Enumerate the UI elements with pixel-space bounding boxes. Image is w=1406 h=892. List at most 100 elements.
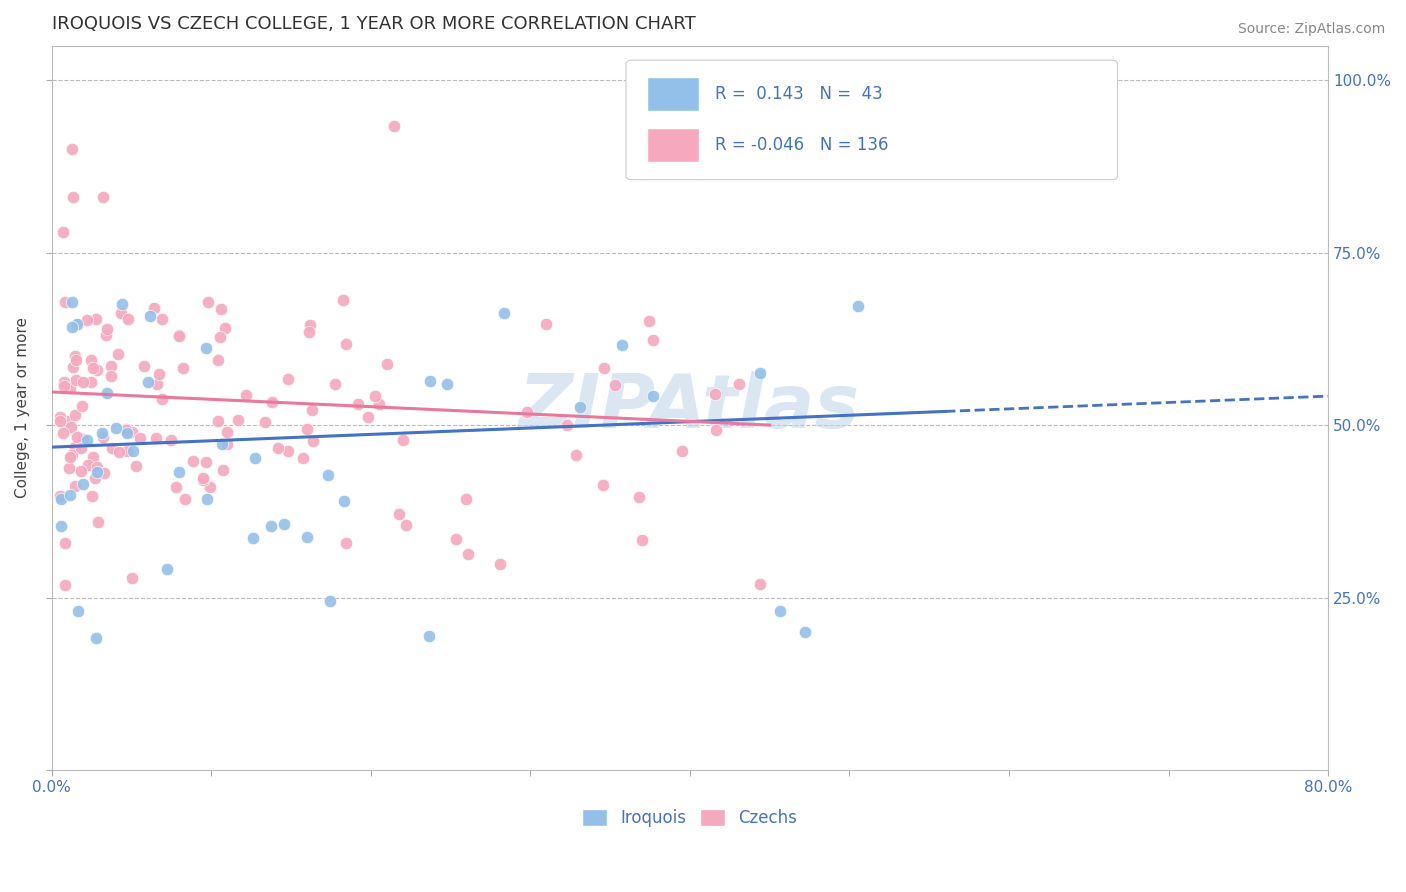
Point: [226, 413, 249, 427]
Point: [277, 372, 299, 386]
Point: [242, 531, 264, 545]
Point: [86, 363, 108, 377]
Point: [489, 557, 512, 571]
Point: [592, 477, 614, 491]
Point: [93, 466, 115, 480]
Point: [122, 444, 145, 458]
Point: [132, 359, 155, 374]
Point: [100, 368, 122, 383]
Point: [60, 294, 83, 309]
Point: [253, 415, 276, 429]
Point: [90, 425, 112, 440]
Point: [395, 518, 418, 533]
Point: [52, 225, 75, 239]
Point: [557, 418, 579, 433]
Point: [115, 444, 138, 458]
Point: [198, 479, 221, 493]
Point: [211, 436, 233, 450]
Point: [323, 376, 346, 391]
Point: [84, 632, 107, 646]
Point: [150, 392, 173, 407]
Point: [332, 293, 354, 308]
Point: [444, 532, 467, 546]
Point: [295, 422, 318, 436]
Point: [49, 409, 72, 424]
Point: [638, 313, 661, 327]
Point: [59, 381, 82, 395]
Point: [82, 361, 104, 376]
FancyBboxPatch shape: [626, 60, 1118, 179]
Point: [156, 562, 179, 576]
Point: [70, 441, 93, 455]
Point: [516, 405, 538, 419]
Point: [195, 491, 218, 506]
Point: [51, 519, 73, 533]
Point: [382, 119, 405, 133]
Point: [145, 376, 167, 391]
Point: [143, 301, 166, 315]
Point: [59, 488, 82, 502]
Text: R =  0.143   N =  43: R = 0.143 N = 43: [716, 86, 883, 103]
Point: [292, 451, 315, 466]
Point: [84, 471, 107, 485]
Point: [302, 434, 325, 448]
Point: [66, 317, 89, 331]
Point: [456, 492, 478, 507]
FancyBboxPatch shape: [648, 129, 699, 161]
Point: [63, 440, 86, 454]
Point: [86, 460, 108, 475]
Point: [197, 294, 219, 309]
Point: [671, 444, 693, 458]
Point: [62, 190, 84, 204]
Point: [91, 190, 114, 204]
Point: [53, 375, 76, 389]
Point: [335, 337, 357, 351]
Point: [215, 425, 238, 440]
Point: [375, 357, 398, 371]
Point: [114, 422, 136, 436]
Point: [110, 306, 132, 320]
Point: [194, 455, 217, 469]
Point: [217, 437, 239, 451]
Point: [63, 479, 86, 493]
Point: [214, 321, 236, 335]
Point: [55, 414, 77, 428]
Point: [104, 421, 127, 435]
Point: [565, 448, 588, 462]
Point: [96, 322, 118, 336]
Point: [273, 516, 295, 531]
Point: [846, 299, 869, 313]
Point: [319, 593, 342, 607]
Point: [194, 341, 217, 355]
Point: [76, 312, 98, 326]
Point: [52, 426, 75, 441]
Point: [53, 577, 76, 591]
Point: [148, 367, 170, 381]
Point: [494, 306, 516, 320]
Point: [55, 536, 77, 550]
Point: [115, 426, 138, 441]
Point: [82, 450, 104, 465]
Point: [172, 360, 194, 375]
Point: [569, 400, 592, 414]
Point: [392, 433, 415, 447]
Point: [121, 425, 143, 439]
Point: [748, 577, 770, 591]
Point: [59, 450, 82, 464]
Point: [111, 297, 134, 311]
Point: [94, 328, 117, 343]
FancyBboxPatch shape: [648, 78, 699, 111]
Point: [419, 374, 441, 388]
Point: [209, 302, 232, 317]
Point: [191, 473, 214, 487]
Point: [333, 493, 356, 508]
Point: [76, 458, 98, 473]
Point: [100, 359, 122, 373]
Point: [60, 320, 83, 334]
Point: [52, 379, 75, 393]
Point: [167, 329, 190, 343]
Legend: Iroquois, Czechs: Iroquois, Czechs: [582, 809, 797, 827]
Point: [749, 366, 772, 380]
Point: [174, 492, 197, 507]
Point: [150, 312, 173, 326]
